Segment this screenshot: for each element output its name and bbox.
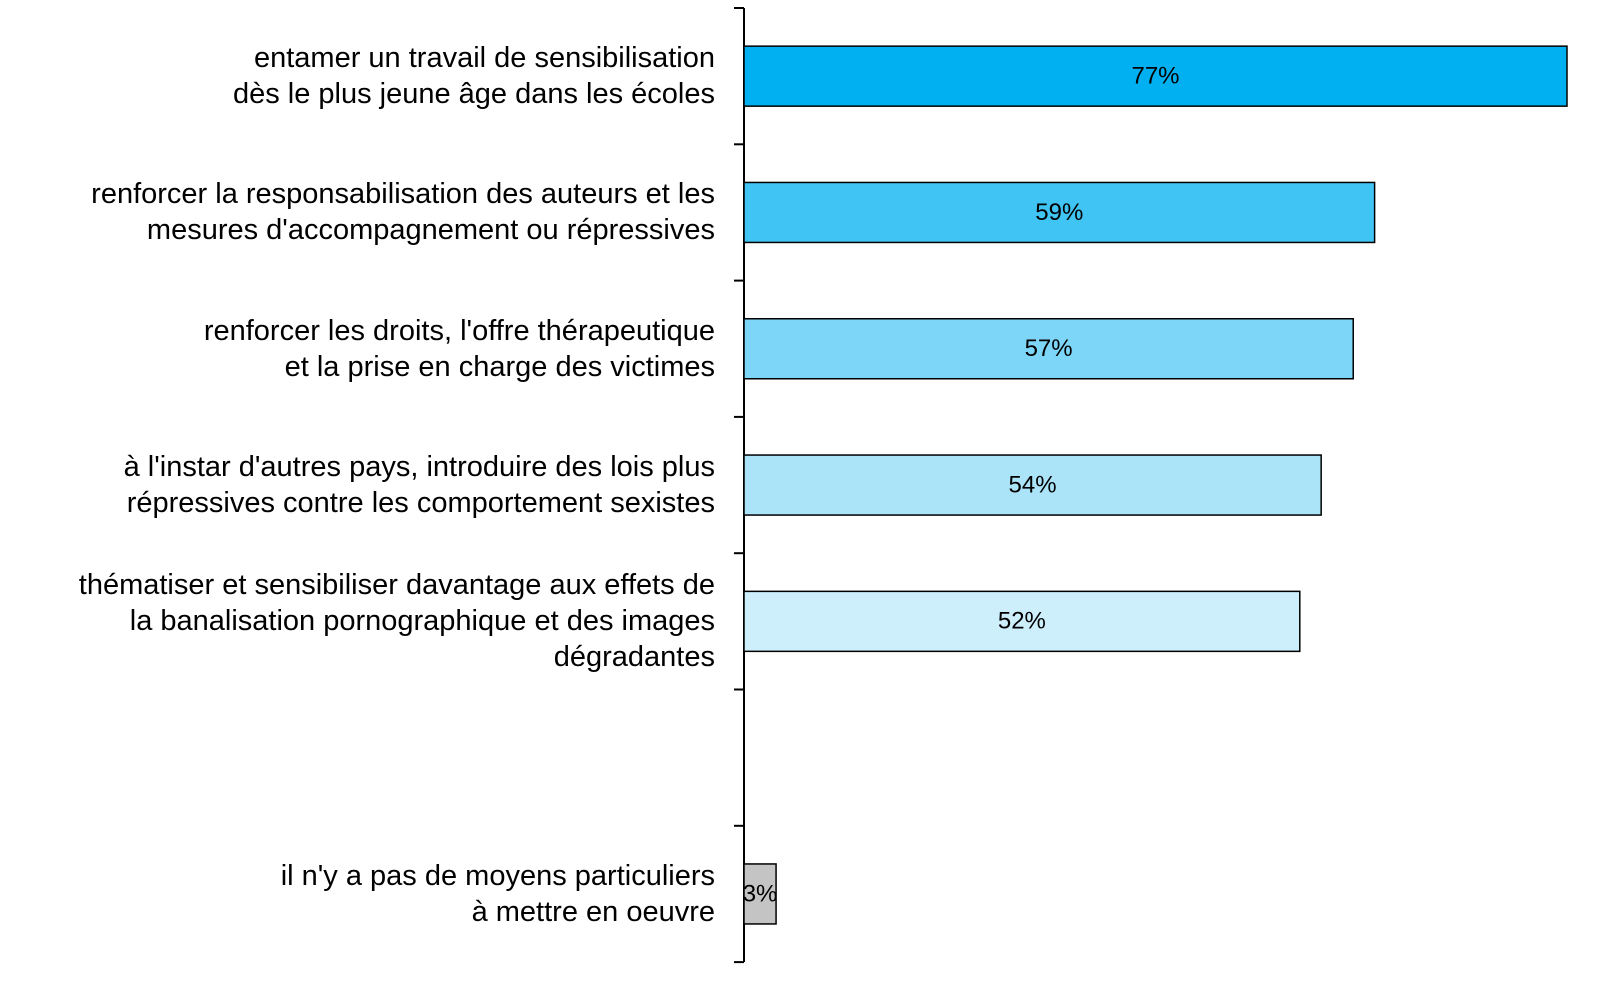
bar [743,863,777,925]
category-label: entamer un travail de sensibilisation dè… [232,42,715,111]
bar [743,45,1568,107]
value-label: 54% [1009,471,1057,498]
value-label: 52% [998,608,1046,635]
value-label: 77% [1131,62,1179,89]
bar [743,318,1354,380]
category-label: à l'instar d'autres pays, introduire des… [123,451,715,520]
value-label: 57% [1025,335,1073,362]
bar [743,181,1376,244]
value-label: 3% [743,880,778,907]
category-label: il n'y a pas de moyens particuliers à me… [280,859,715,928]
value-label: 59% [1035,199,1083,226]
category-label: thématiser et sensibiliser davantage aux… [78,569,715,674]
bar [743,454,1322,516]
category-label: renforcer les droits, l'offre thérapeuti… [203,314,715,383]
bar [743,590,1301,653]
category-label: renforcer la responsabilisation des aute… [91,178,715,247]
